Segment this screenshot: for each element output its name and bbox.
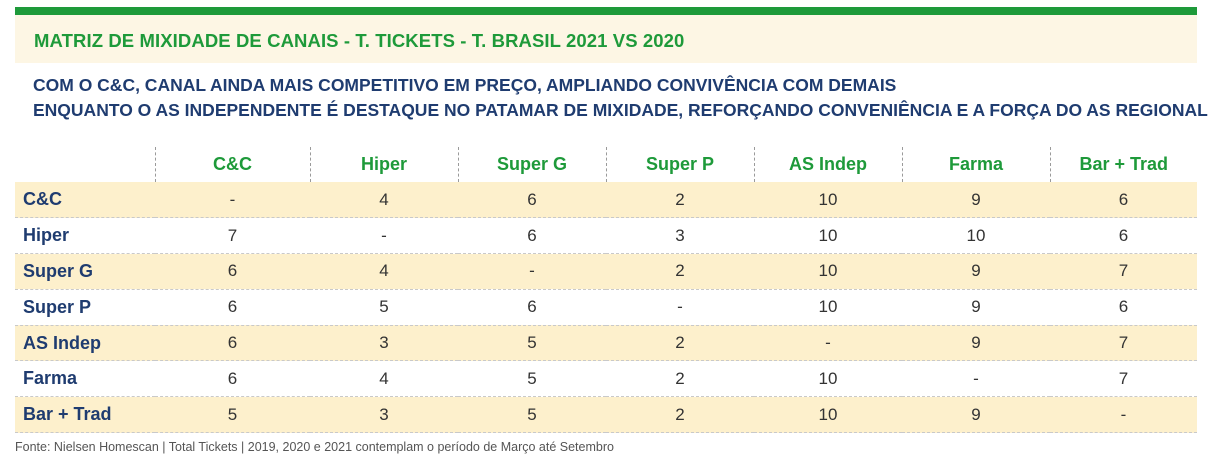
table-row: Bar + Trad 5 3 5 2 10 9 - [15,396,1197,434]
table-cell: 9 [902,289,1050,326]
table-cell: 6 [155,289,310,326]
table-cell: 3 [310,396,458,434]
table-cell: 10 [754,360,902,398]
table-row: C&C - 4 6 2 10 9 6 [15,182,1197,219]
table-cell: 10 [754,289,902,326]
table-cell: 10 [754,217,902,255]
mixidade-matrix-table: C&C Hiper Super G Super P AS Indep Farma… [15,147,1197,434]
table-cell: 6 [458,182,606,219]
table-cell: 5 [458,396,606,434]
row-header: AS Indep [15,325,155,362]
table-corner-cell [15,147,155,182]
column-header: Super P [605,147,754,182]
table-cell: 7 [1050,253,1197,290]
table-cell: - [606,289,754,326]
table-cell: 6 [458,289,606,326]
table-cell: 4 [310,360,458,398]
table-cell: 7 [1050,360,1197,398]
table-cell: 6 [1050,217,1197,255]
table-cell: - [155,182,310,219]
subtitle-line-2: ENQUANTO O AS INDEPENDENTE É DESTAQUE NO… [33,100,1208,120]
table-cell: 5 [458,360,606,398]
row-header: Farma [15,360,155,398]
table-cell: 10 [754,182,902,219]
table-cell: 6 [458,217,606,255]
column-header: Super G [457,147,606,182]
source-note: Fonte: Nielsen Homescan | Total Tickets … [15,440,614,454]
table-cell: 10 [754,396,902,434]
table-cell: 2 [606,182,754,219]
table-row: Super G 6 4 - 2 10 9 7 [15,253,1197,290]
table-cell: 6 [155,325,310,362]
table-cell: 3 [606,217,754,255]
table-cell: 6 [1050,182,1197,219]
top-accent-bar [15,7,1197,15]
row-header: Super P [15,289,155,326]
row-header: Hiper [15,217,155,255]
subtitle: COM O C&C, CANAL AINDA MAIS COMPETITIVO … [33,73,1208,123]
table-cell: 2 [606,253,754,290]
table-cell: 9 [902,253,1050,290]
table-cell: - [1050,396,1197,434]
table-cell: - [754,325,902,362]
table-cell: - [902,360,1050,398]
table-cell: 9 [902,396,1050,434]
column-header: Bar + Trad [1049,147,1197,182]
table-cell: 10 [902,217,1050,255]
table-row: Super P 6 5 6 - 10 9 6 [15,289,1197,326]
subtitle-line-1: COM O C&C, CANAL AINDA MAIS COMPETITIVO … [33,75,897,95]
table-cell: 10 [754,253,902,290]
row-header: Super G [15,253,155,290]
table-cell: 6 [155,253,310,290]
title-banner: MATRIZ DE MIXIDADE DE CANAIS - T. TICKET… [15,15,1197,63]
table-cell: 3 [310,325,458,362]
table-cell: 2 [606,360,754,398]
table-cell: 5 [458,325,606,362]
column-header: C&C [154,147,310,182]
table-row: AS Indep 6 3 5 2 - 9 7 [15,325,1197,362]
table-cell: 5 [310,289,458,326]
table-cell: 7 [155,217,310,255]
page-title: MATRIZ DE MIXIDADE DE CANAIS - T. TICKET… [34,30,685,51]
table-cell: - [310,217,458,255]
table-cell: 6 [1050,289,1197,326]
table-row: Hiper 7 - 6 3 10 10 6 [15,217,1197,255]
table-cell: 5 [155,396,310,434]
column-header: Hiper [309,147,458,182]
table-cell: 9 [902,325,1050,362]
column-header: Farma [901,147,1050,182]
row-header: C&C [15,182,155,219]
table-cell: 9 [902,182,1050,219]
table-cell: 4 [310,253,458,290]
table-cell: 2 [606,325,754,362]
table-cell: 7 [1050,325,1197,362]
row-header: Bar + Trad [15,396,155,434]
table-cell: 4 [310,182,458,219]
column-header: AS Indep [753,147,902,182]
table-cell: - [458,253,606,290]
table-cell: 6 [155,360,310,398]
table-header-row: C&C Hiper Super G Super P AS Indep Farma… [15,147,1197,182]
table-cell: 2 [606,396,754,434]
table-row: Farma 6 4 5 2 10 - 7 [15,360,1197,398]
